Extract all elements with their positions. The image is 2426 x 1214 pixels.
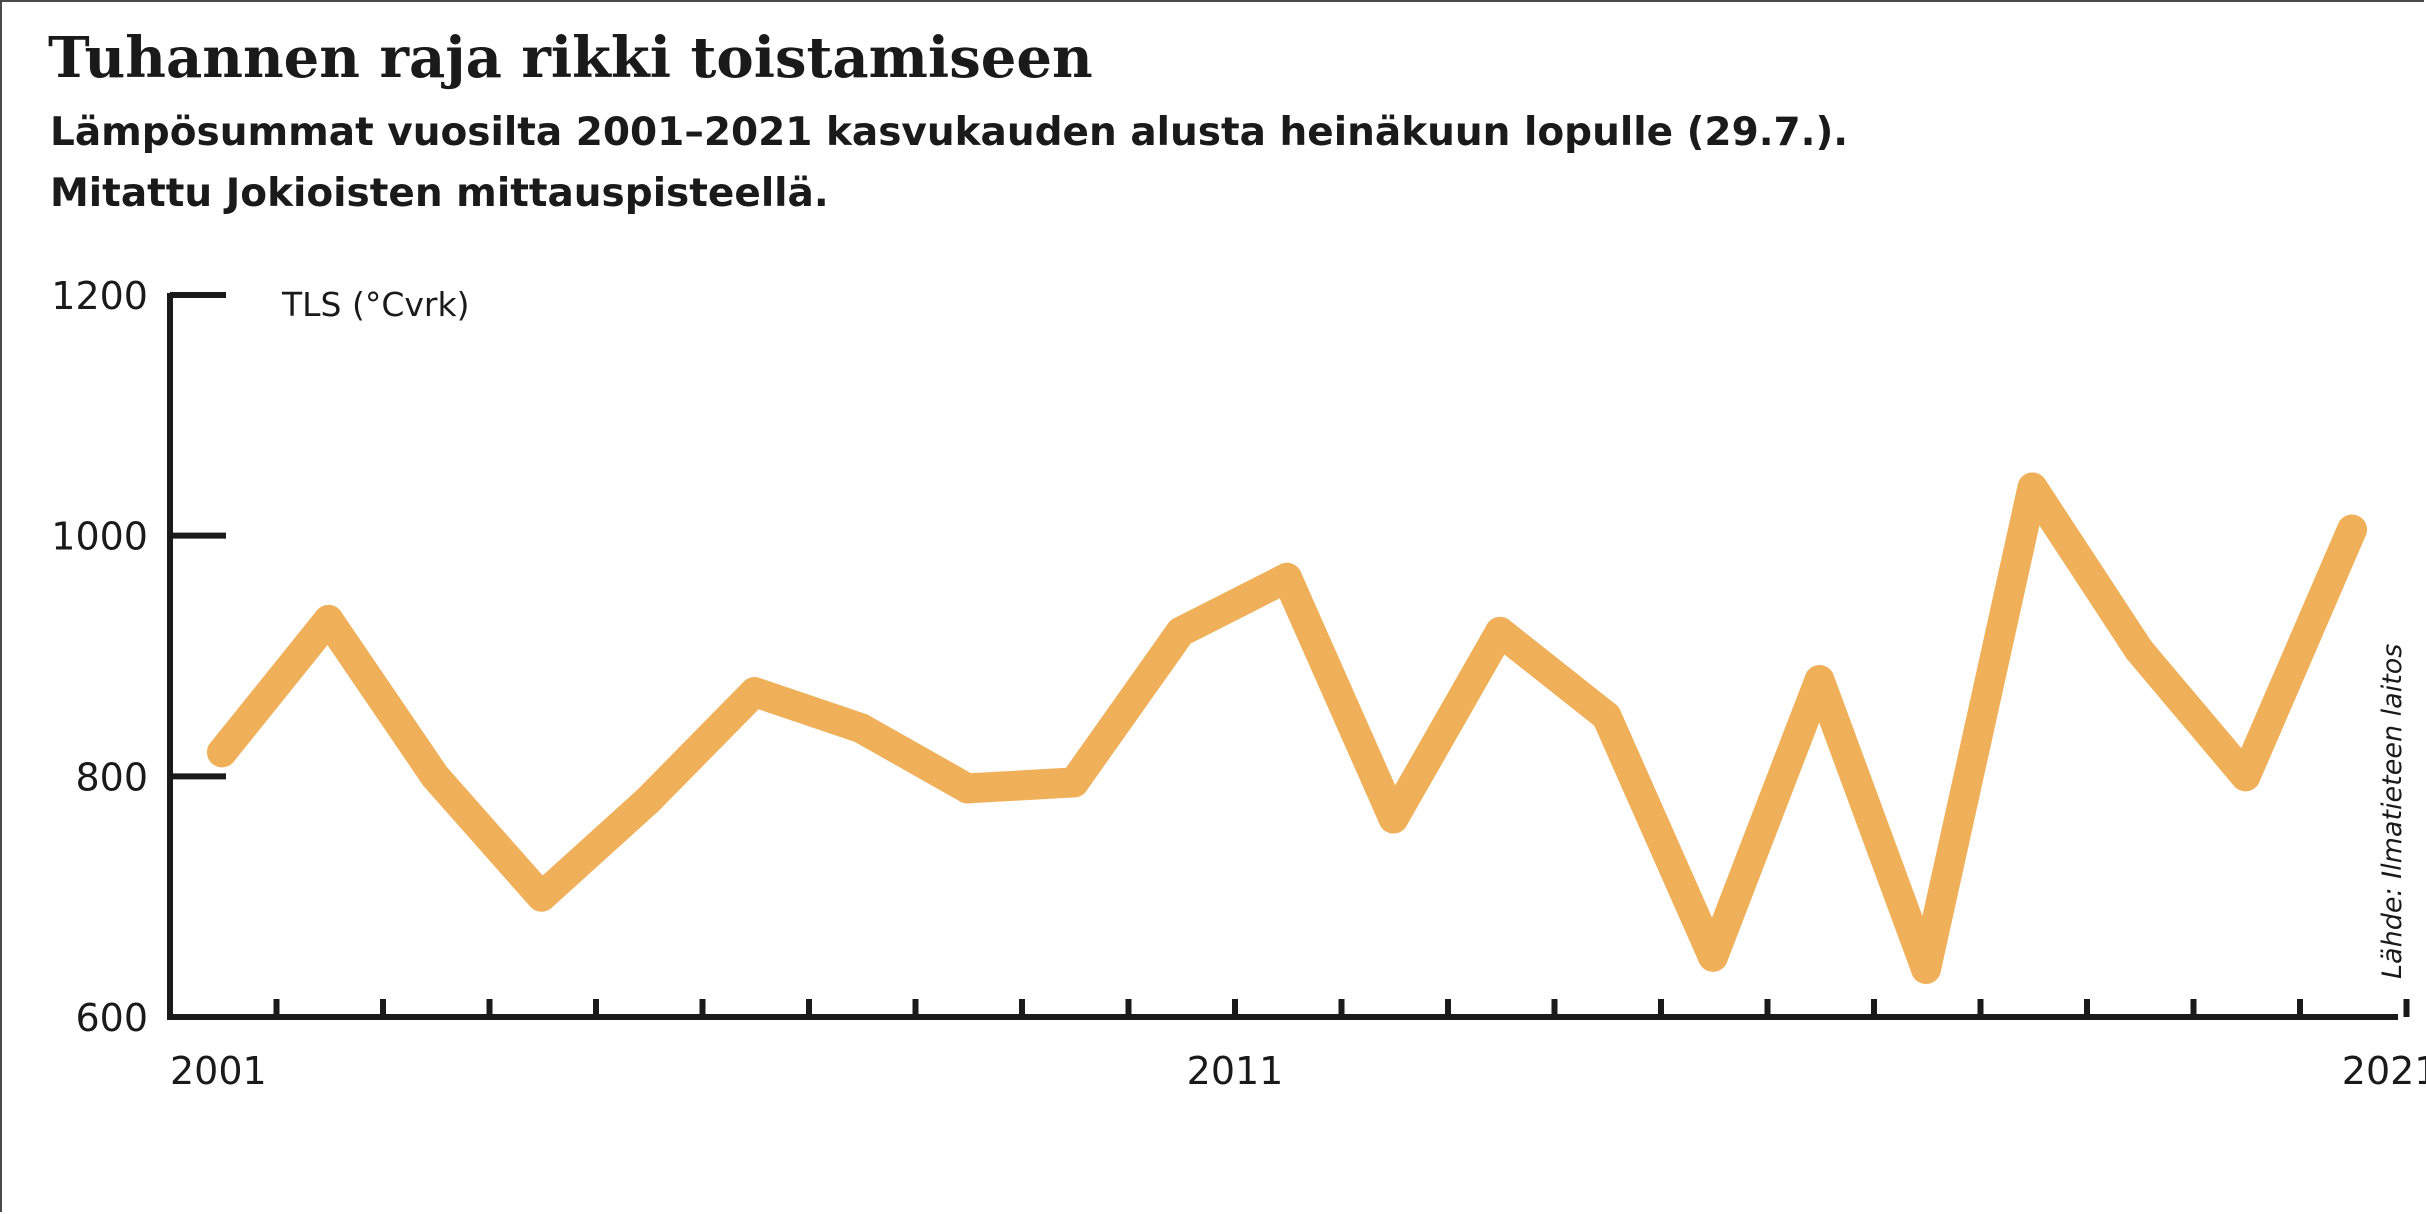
y-tick-label-1000: 1000 [51, 515, 148, 559]
data-point-2014 [1591, 701, 1622, 732]
data-point-2013 [1485, 616, 1515, 647]
y-tick-label-800: 800 [75, 755, 148, 799]
data-point-2001 [207, 737, 237, 768]
y-tick-label-600: 600 [75, 996, 148, 1040]
subtitle-line-1: Lämpösummat vuosilta 2001–2021 kasvukaud… [50, 110, 1849, 155]
x-tick-label-2021: 2021 [2342, 1049, 2426, 1093]
chart-title: Tuhannen raja rikki toistamiseen [48, 25, 1093, 91]
data-point-2016 [1804, 665, 1835, 696]
data-point-2011 [1272, 562, 1302, 593]
y-tick-label-1200: 1200 [51, 274, 148, 318]
data-point-2017 [1911, 953, 1941, 984]
data-point-2003 [420, 761, 450, 792]
x-tick-label-2001: 2001 [170, 1049, 267, 1093]
data-point-2010 [1165, 616, 1196, 647]
data-point-2020 [2230, 761, 2261, 792]
data-point-2012 [1378, 803, 1409, 834]
y-axis-label: TLS (°Cvrk) [281, 285, 469, 324]
data-point-2015 [1698, 941, 1728, 972]
data-point-2019 [2124, 635, 2154, 665]
data-point-2008 [952, 773, 983, 804]
y-axis: 600 800 1000 1200 [51, 274, 226, 1040]
data-point-2018 [2017, 472, 2048, 503]
data-point-2002 [313, 604, 344, 635]
data-point-2007 [846, 713, 876, 744]
data-point-2009 [1059, 767, 1089, 798]
x-axis: 2001 2011 2021 [167, 999, 2426, 1093]
chart-subtitle: Lämpösummat vuosilta 2001–2021 kasvukaud… [50, 102, 1848, 224]
series-group [207, 472, 2367, 984]
data-point-2006 [739, 677, 770, 708]
source-label: Lähde: Ilmatieteen laitos [2377, 644, 2408, 979]
x-tick-label-2011: 2011 [1187, 1049, 1284, 1093]
data-point-2005 [633, 785, 663, 816]
data-point-2021 [2337, 514, 2367, 545]
subtitle-line-2: Mitattu Jokioisten mittauspisteellä. [50, 171, 829, 216]
data-point-2004 [526, 881, 557, 912]
